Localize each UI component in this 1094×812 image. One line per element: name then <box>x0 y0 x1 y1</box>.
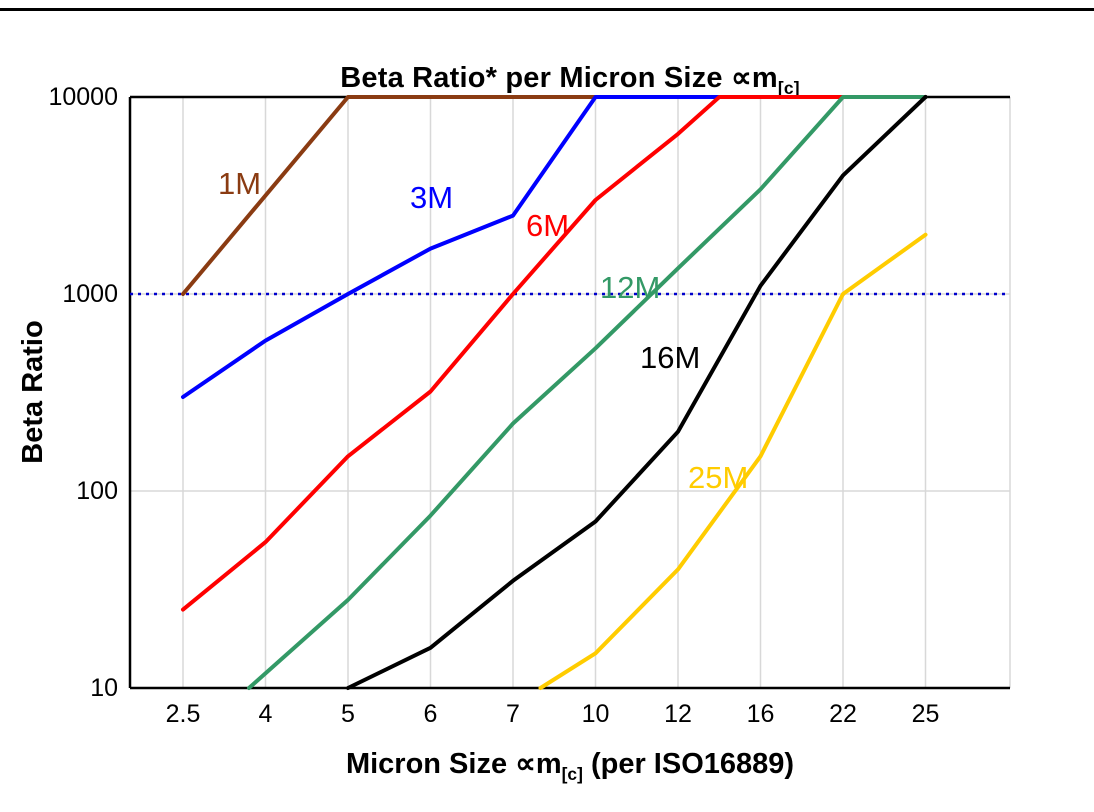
x-axis-title-subscript: [c] <box>561 763 583 784</box>
chart-title-subscript: [c] <box>777 77 800 98</box>
chart-title-text: Beta Ratio* per Micron Size ∝m <box>340 62 778 94</box>
series-line-3M <box>181 95 928 399</box>
series-line-12M <box>247 95 928 690</box>
chart-title: Beta Ratio* per Micron Size ∝m[c] <box>130 60 1010 99</box>
series-line-16M <box>346 95 928 690</box>
series-line-6M <box>181 95 928 612</box>
x-axis-title-text: Micron Size ∝m <box>345 748 562 780</box>
series-line-25M <box>538 232 928 690</box>
top-border-line <box>0 8 1094 11</box>
x-axis-title: Micron Size ∝m[c] (per ISO16889) <box>130 746 1010 785</box>
x-axis-title-suffix: (per ISO16889) <box>582 748 795 780</box>
